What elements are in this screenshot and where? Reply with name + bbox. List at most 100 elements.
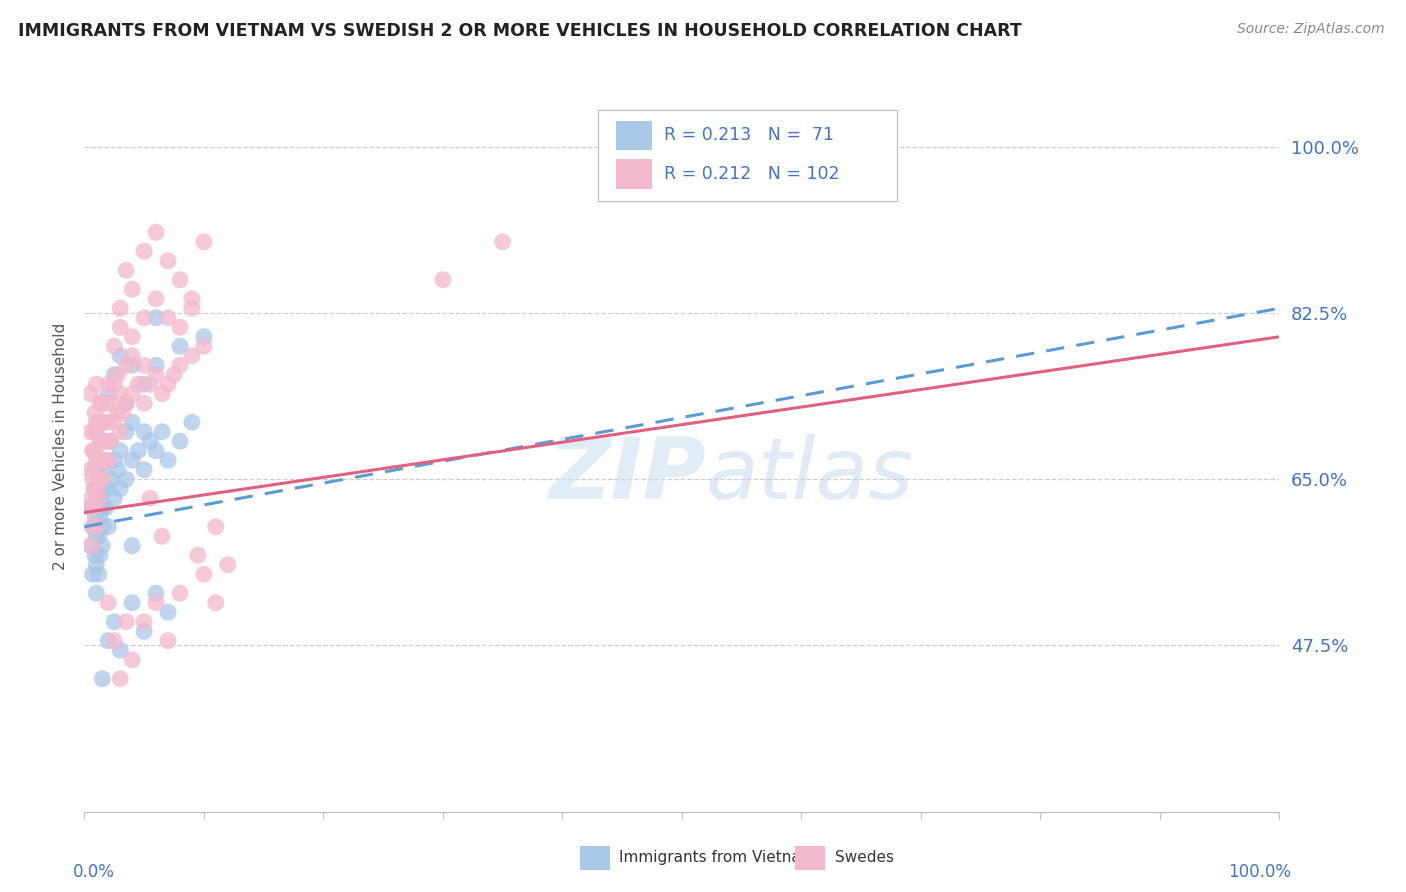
Point	[205, 596, 228, 610]
Point	[145, 443, 167, 458]
Point	[157, 633, 180, 648]
Point	[111, 406, 134, 420]
Point	[89, 510, 111, 524]
Point	[97, 596, 120, 610]
Point	[169, 273, 191, 287]
Point	[157, 253, 180, 268]
Point	[84, 482, 107, 496]
Point	[150, 529, 173, 543]
Point	[132, 463, 156, 477]
Point	[83, 463, 105, 477]
Point	[91, 463, 114, 477]
Point	[193, 330, 215, 344]
Point	[91, 396, 114, 410]
Point	[127, 377, 149, 392]
Point	[121, 349, 143, 363]
Text: ZIP: ZIP	[548, 434, 706, 516]
Point	[169, 339, 191, 353]
Point	[97, 482, 120, 496]
Point	[97, 386, 120, 401]
Point	[90, 453, 112, 467]
Point	[187, 548, 209, 562]
Point	[145, 225, 167, 239]
Point	[84, 443, 107, 458]
Point	[86, 415, 108, 429]
Point	[169, 434, 191, 449]
Point	[107, 463, 129, 477]
Point	[90, 415, 112, 429]
Point	[91, 472, 114, 486]
Point	[89, 396, 111, 410]
Point	[145, 368, 167, 382]
Point	[79, 500, 101, 515]
Point	[93, 482, 115, 496]
Point	[82, 520, 104, 534]
Point	[94, 500, 117, 515]
Point	[157, 310, 180, 325]
Point	[132, 615, 156, 629]
Point	[127, 443, 149, 458]
Point	[82, 520, 104, 534]
Point	[79, 425, 101, 439]
Point	[91, 500, 114, 515]
Point	[115, 358, 138, 372]
Point	[79, 500, 101, 515]
Text: IMMIGRANTS FROM VIETNAM VS SWEDISH 2 OR MORE VEHICLES IN HOUSEHOLD CORRELATION C: IMMIGRANTS FROM VIETNAM VS SWEDISH 2 OR …	[18, 22, 1022, 40]
Point	[86, 529, 108, 543]
Point	[132, 358, 156, 372]
Point	[150, 425, 173, 439]
Point	[91, 434, 114, 449]
Point	[87, 567, 110, 582]
Point	[492, 235, 515, 249]
Point	[94, 396, 117, 410]
Point	[103, 339, 125, 353]
FancyBboxPatch shape	[616, 160, 652, 188]
Point	[86, 520, 108, 534]
Point	[103, 491, 125, 506]
Point	[87, 500, 110, 515]
Point	[110, 482, 132, 496]
Point	[97, 633, 120, 648]
Point	[86, 482, 108, 496]
Point	[150, 386, 173, 401]
Point	[86, 453, 108, 467]
Point	[79, 386, 101, 401]
Point	[86, 586, 108, 600]
Point	[93, 520, 115, 534]
Point	[86, 377, 108, 392]
Point	[132, 624, 156, 639]
Point	[86, 491, 108, 506]
Point	[121, 386, 143, 401]
Point	[79, 539, 101, 553]
Text: 100.0%: 100.0%	[1229, 863, 1292, 881]
Point	[80, 539, 103, 553]
Point	[89, 548, 111, 562]
Point	[110, 349, 132, 363]
Point	[100, 396, 122, 410]
Point	[145, 292, 167, 306]
Point	[121, 596, 143, 610]
Point	[217, 558, 239, 572]
Point	[103, 633, 125, 648]
Point	[145, 358, 167, 372]
Point	[94, 453, 117, 467]
Point	[110, 672, 132, 686]
Point	[89, 434, 111, 449]
Point	[110, 320, 132, 334]
Point	[83, 425, 105, 439]
Point	[107, 368, 129, 382]
Point	[91, 672, 114, 686]
Point	[115, 263, 138, 277]
Point	[121, 330, 143, 344]
Point	[115, 396, 138, 410]
Point	[103, 453, 125, 467]
Point	[193, 567, 215, 582]
Point	[107, 406, 129, 420]
Point	[103, 368, 125, 382]
Point	[132, 377, 156, 392]
Point	[181, 415, 204, 429]
Point	[93, 415, 115, 429]
Point	[87, 529, 110, 543]
Point	[157, 453, 180, 467]
Text: R = 0.212   N = 102: R = 0.212 N = 102	[664, 165, 839, 183]
